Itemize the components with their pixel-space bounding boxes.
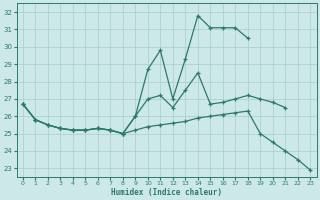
X-axis label: Humidex (Indice chaleur): Humidex (Indice chaleur) xyxy=(111,188,222,197)
